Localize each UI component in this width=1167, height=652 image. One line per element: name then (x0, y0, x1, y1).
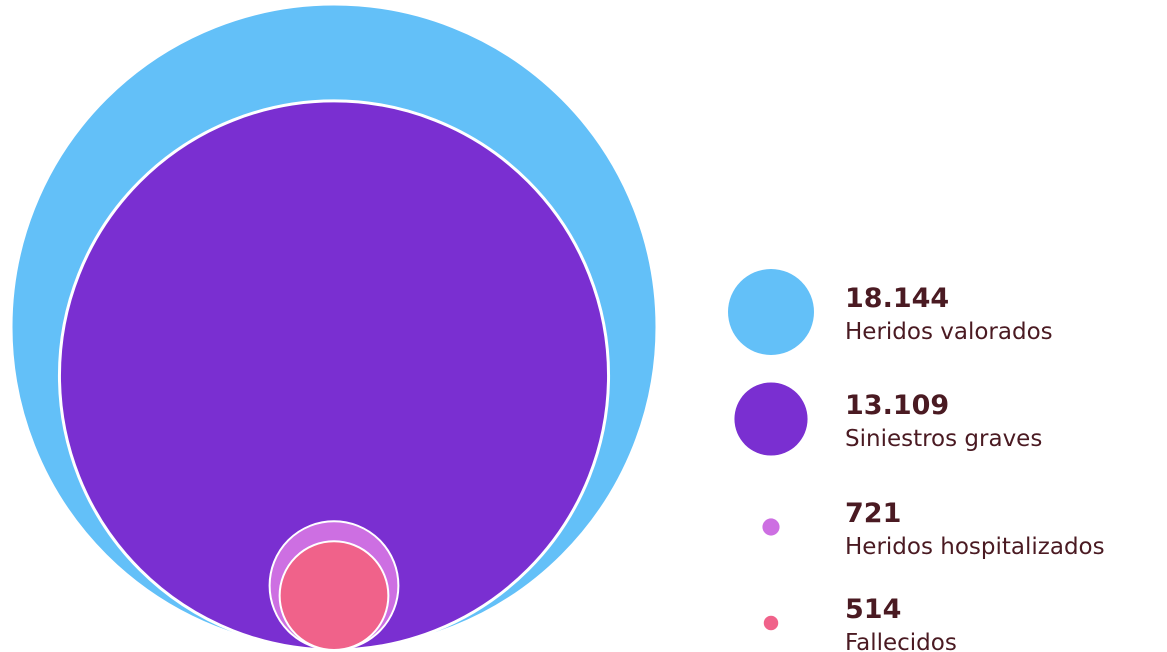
legend: 18.144 Heridos valorados 13.109 Siniestros … (728, 269, 1105, 652)
legend-value-siniestros-graves: 13.109 (845, 390, 949, 421)
legend-label-siniestros-graves: Siniestros graves (845, 426, 1042, 452)
bubble-fallecidos (278, 540, 390, 652)
legend-value-fallecidos: 514 (845, 594, 901, 625)
legend-label-heridos-valorados: Heridos valorados (845, 319, 1053, 345)
legend-value-heridos-valorados: 18.144 (845, 283, 949, 314)
legend-label-heridos-hospitalizados: Heridos hospitalizados (845, 534, 1105, 560)
legend-swatch-siniestros-graves (734, 382, 808, 456)
legend-label-fallecidos: Fallecidos (845, 630, 957, 652)
legend-swatch-heridos-valorados (728, 269, 814, 355)
legend-swatch-fallecidos (763, 615, 779, 631)
bubbles-group (9, 2, 659, 652)
legend-value-heridos-hospitalizados: 721 (845, 498, 901, 529)
legend-swatch-heridos-hospitalizados (762, 518, 780, 536)
